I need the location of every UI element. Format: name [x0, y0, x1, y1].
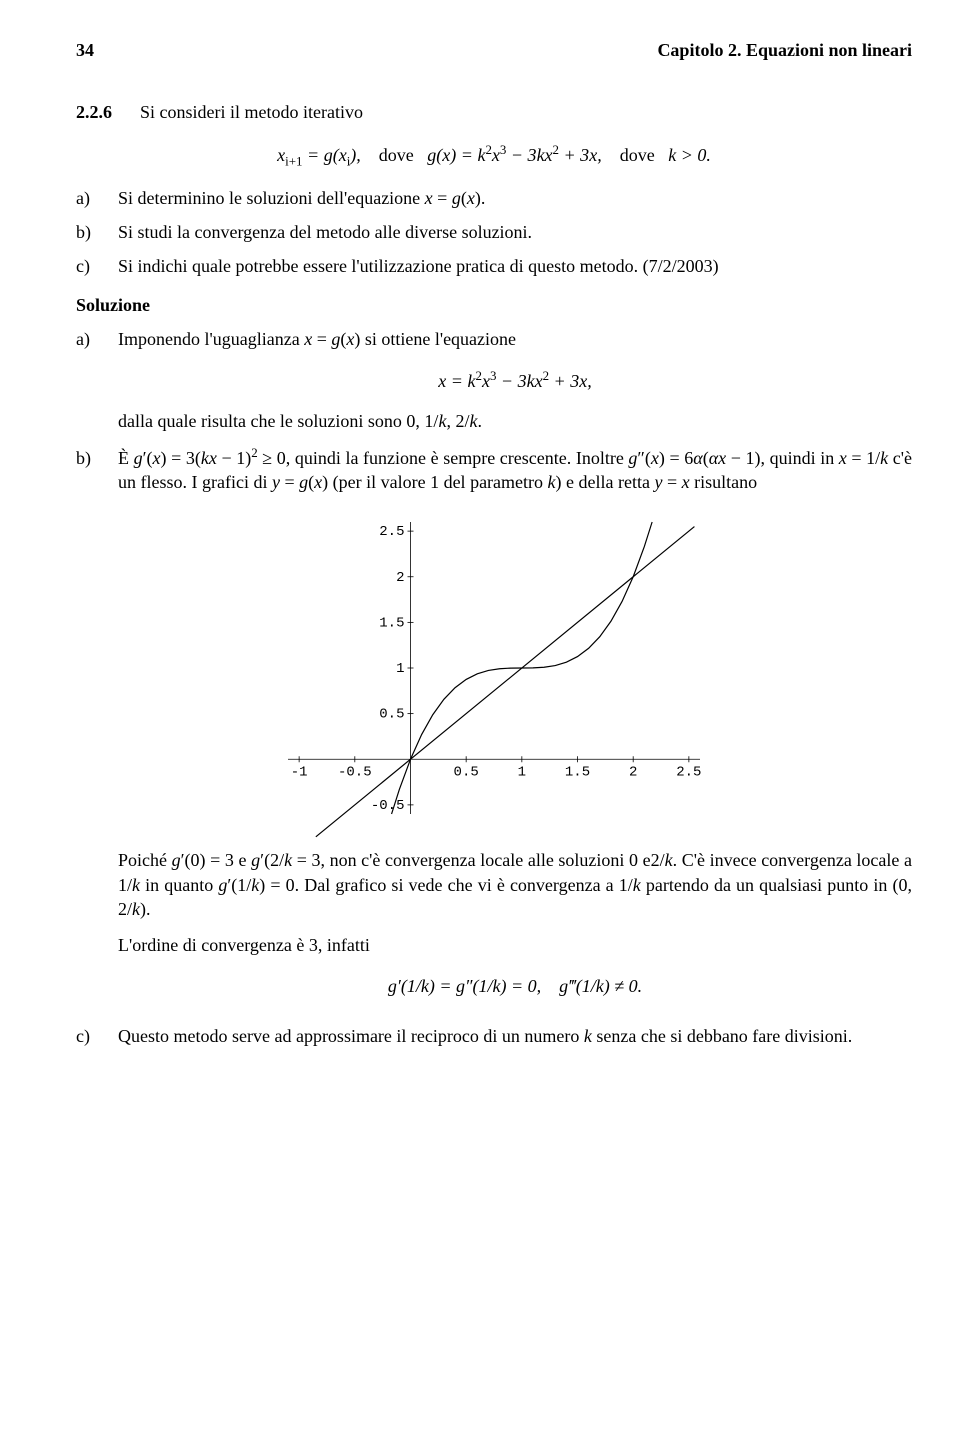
- svg-text:2.5: 2.5: [676, 765, 701, 781]
- solution-item-c: c) Questo metodo serve ad approssimare i…: [76, 1024, 912, 1048]
- svg-text:-0.5: -0.5: [371, 798, 405, 814]
- item-marker: b): [76, 220, 102, 244]
- item-text: Si determinino le soluzioni dell'equazio…: [118, 186, 912, 210]
- chapter-title: Capitolo 2. Equazioni non lineari: [657, 38, 912, 62]
- problem-item-c: c) Si indichi quale potrebbe essere l'ut…: [76, 254, 912, 278]
- iteration-formula: xi+1 = g(xi), dove g(x) = k2x3 − 3kx2 + …: [76, 141, 912, 170]
- section-number: 2.2.6: [76, 100, 112, 124]
- solution-a-eq: x = k2x3 − 3kx2 + 3x,: [118, 367, 912, 393]
- item-text: Si indichi quale potrebbe essere l'utili…: [118, 254, 912, 278]
- svg-text:-1: -1: [291, 765, 308, 781]
- item-marker: a): [76, 186, 102, 210]
- item-text: Si studi la convergenza del metodo alle …: [118, 220, 912, 244]
- solution-heading: Soluzione: [76, 293, 912, 317]
- svg-text:1: 1: [396, 661, 404, 677]
- page-header: 34 Capitolo 2. Equazioni non lineari: [76, 38, 912, 62]
- chart-container: -1 -0.5 0.5 1 1.5 2 2.5 -0.5 0.5 1 1.5 2 2.5: [76, 518, 912, 818]
- problem-item-b: b) Si studi la convergenza del metodo al…: [76, 220, 912, 244]
- solution-item-a: a) Imponendo l'uguaglianza x = g(x) si o…: [76, 327, 912, 434]
- item-body: Imponendo l'uguaglianza x = g(x) si otti…: [118, 327, 912, 434]
- item-body: È g′(x) = 3(kx − 1)2 ≥ 0, quindi la funz…: [118, 444, 912, 495]
- solution-a-tail: dalla quale risulta che le soluzioni son…: [118, 411, 482, 431]
- svg-text:2: 2: [629, 765, 637, 781]
- solution-b-para3: L'ordine di convergenza è 3, infatti: [118, 933, 912, 957]
- section-intro: Si consideri il metodo iterativo: [140, 100, 363, 124]
- item-marker: c): [76, 1024, 102, 1048]
- item-marker: c): [76, 254, 102, 278]
- svg-text:2: 2: [396, 570, 404, 586]
- svg-text:1.5: 1.5: [565, 765, 590, 781]
- svg-text:0.5: 0.5: [379, 707, 404, 723]
- svg-text:1: 1: [518, 765, 526, 781]
- solution-a-lead: Imponendo l'uguaglianza x = g(x) si otti…: [118, 329, 516, 349]
- svg-text:1.5: 1.5: [379, 616, 404, 632]
- section-heading: 2.2.6 Si consideri il metodo iterativo: [76, 100, 912, 124]
- svg-text:-0.5: -0.5: [338, 765, 372, 781]
- item-marker: b): [76, 446, 102, 470]
- solution-b-cont: Poiché g′(0) = 3 e g′(2/k = 3, non c'è c…: [76, 848, 912, 1013]
- problem-item-a: a) Si determinino le soluzioni dell'equa…: [76, 186, 912, 210]
- function-chart: -1 -0.5 0.5 1 1.5 2 2.5 -0.5 0.5 1 1.5 2 2.5: [284, 518, 704, 818]
- solution-b-para2: Poiché g′(0) = 3 e g′(2/k = 3, non c'è c…: [118, 848, 912, 921]
- solution-item-b: b) È g′(x) = 3(kx − 1)2 ≥ 0, quindi la f…: [76, 444, 912, 495]
- item-marker: a): [76, 327, 102, 351]
- solution-b-eq2: g′(1/k) = g″(1/k) = 0, g‴(1/k) ≠ 0.: [118, 974, 912, 998]
- item-text: Questo metodo serve ad approssimare il r…: [118, 1024, 912, 1048]
- svg-text:0.5: 0.5: [454, 765, 479, 781]
- solution-b-para1: È g′(x) = 3(kx − 1)2 ≥ 0, quindi la funz…: [118, 448, 912, 492]
- page-number: 34: [76, 38, 94, 62]
- svg-text:2.5: 2.5: [379, 524, 404, 540]
- item-body: Poiché g′(0) = 3 e g′(2/k = 3, non c'è c…: [118, 848, 912, 1013]
